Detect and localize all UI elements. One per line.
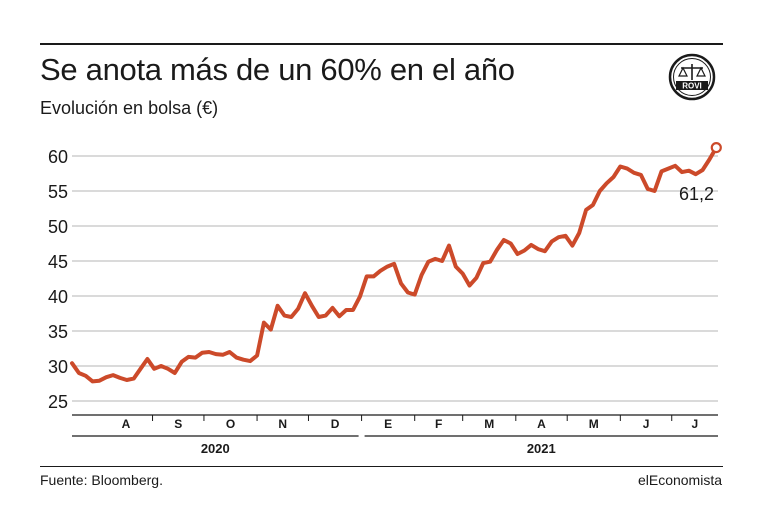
x-month-label: A [537, 417, 546, 431]
x-month-label: N [278, 417, 287, 431]
rovi-logo: ROVI [668, 53, 716, 101]
y-tick-label: 30 [48, 357, 68, 377]
y-tick-label: 35 [48, 322, 68, 342]
line-chart: 25 30 35 40 45 50 55 60 A S O N D E F M A M J J 2020 2021 61,2 [48, 142, 722, 456]
x-month-label: M [589, 417, 599, 431]
last-value-label: 61,2 [679, 184, 714, 204]
x-month-label: M [484, 417, 494, 431]
x-month-label: E [384, 417, 392, 431]
logo-text: ROVI [682, 81, 702, 90]
x-month-label: O [226, 417, 235, 431]
x-year-label: 2021 [527, 441, 556, 456]
chart-title: Se anota más de un 60% en el año [40, 52, 515, 87]
x-month-label: J [643, 417, 650, 431]
x-year-label: 2020 [201, 441, 230, 456]
x-month-label: A [122, 417, 131, 431]
series-line [70, 145, 719, 384]
source-note: Fuente: Bloomberg. [40, 472, 163, 488]
bottom-rule [40, 466, 723, 467]
y-tick-label: 60 [48, 147, 68, 167]
x-month-label: J [692, 417, 699, 431]
x-month-label: F [435, 417, 442, 431]
x-month-label: D [331, 417, 340, 431]
y-tick-label: 40 [48, 287, 68, 307]
chart-subtitle: Evolución en bolsa (€) [40, 98, 219, 118]
last-point-marker [710, 142, 722, 154]
y-tick-label: 25 [48, 392, 68, 412]
y-tick-label: 55 [48, 182, 68, 202]
publisher-brand: elEconomista [637, 472, 722, 488]
top-rule [40, 43, 723, 45]
x-month-label: S [174, 417, 182, 431]
y-tick-label: 50 [48, 217, 68, 237]
y-tick-label: 45 [48, 252, 68, 272]
